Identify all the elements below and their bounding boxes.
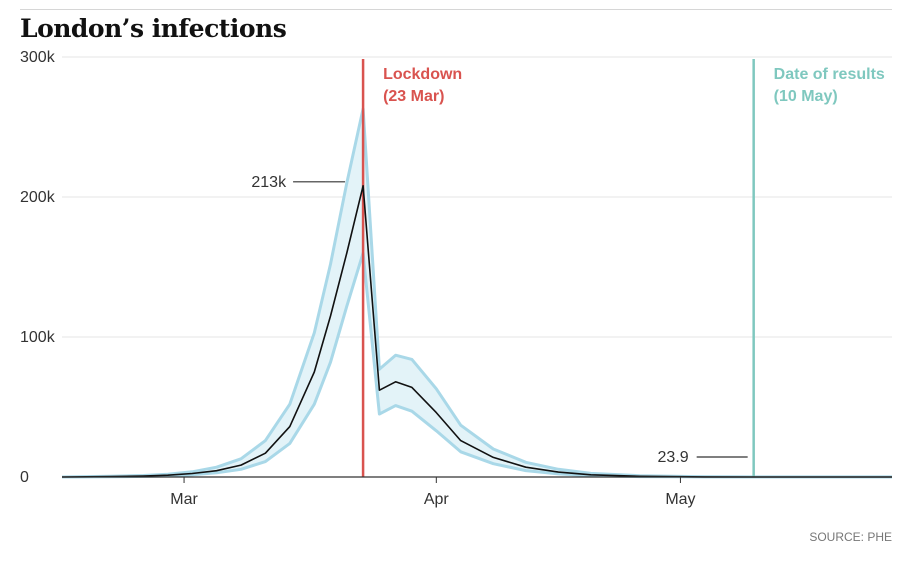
x-tick-label: May: [665, 491, 695, 508]
upper-bound-line: [61, 107, 892, 479]
results-date-label: (10 May): [774, 88, 838, 105]
y-tick-label: 300k: [20, 49, 56, 66]
confidence-band-fill: [62, 108, 892, 478]
y-tick-label: 100k: [20, 329, 56, 346]
x-tick-label: Apr: [424, 491, 450, 508]
confidence-band: [61, 107, 892, 479]
y-tick-label: 200k: [20, 189, 56, 206]
lockdown-date-label: (23 Mar): [383, 88, 444, 105]
results-label: Date of results: [774, 66, 885, 83]
gridlines: [62, 56, 892, 338]
results-annotation: 23.9: [658, 449, 689, 466]
chart-title: London’s infections: [20, 14, 287, 43]
estimate-series: [61, 185, 892, 478]
event-markers: Lockdown (23 Mar) Date of results (10 May): [361, 59, 885, 477]
annotations: 213k 23.9: [251, 174, 748, 466]
lower-bound-line: [61, 251, 892, 479]
estimate-line: [61, 185, 892, 478]
x-tick-label: Mar: [170, 491, 198, 508]
axes: 0 100k 200k 300k Mar Apr May: [20, 49, 892, 508]
y-tick-label: 0: [20, 469, 29, 486]
lockdown-label: Lockdown: [383, 66, 462, 83]
source-note: SOURCE: PHE: [809, 530, 892, 544]
top-rule: [20, 9, 892, 10]
peak-annotation: 213k: [251, 174, 287, 191]
